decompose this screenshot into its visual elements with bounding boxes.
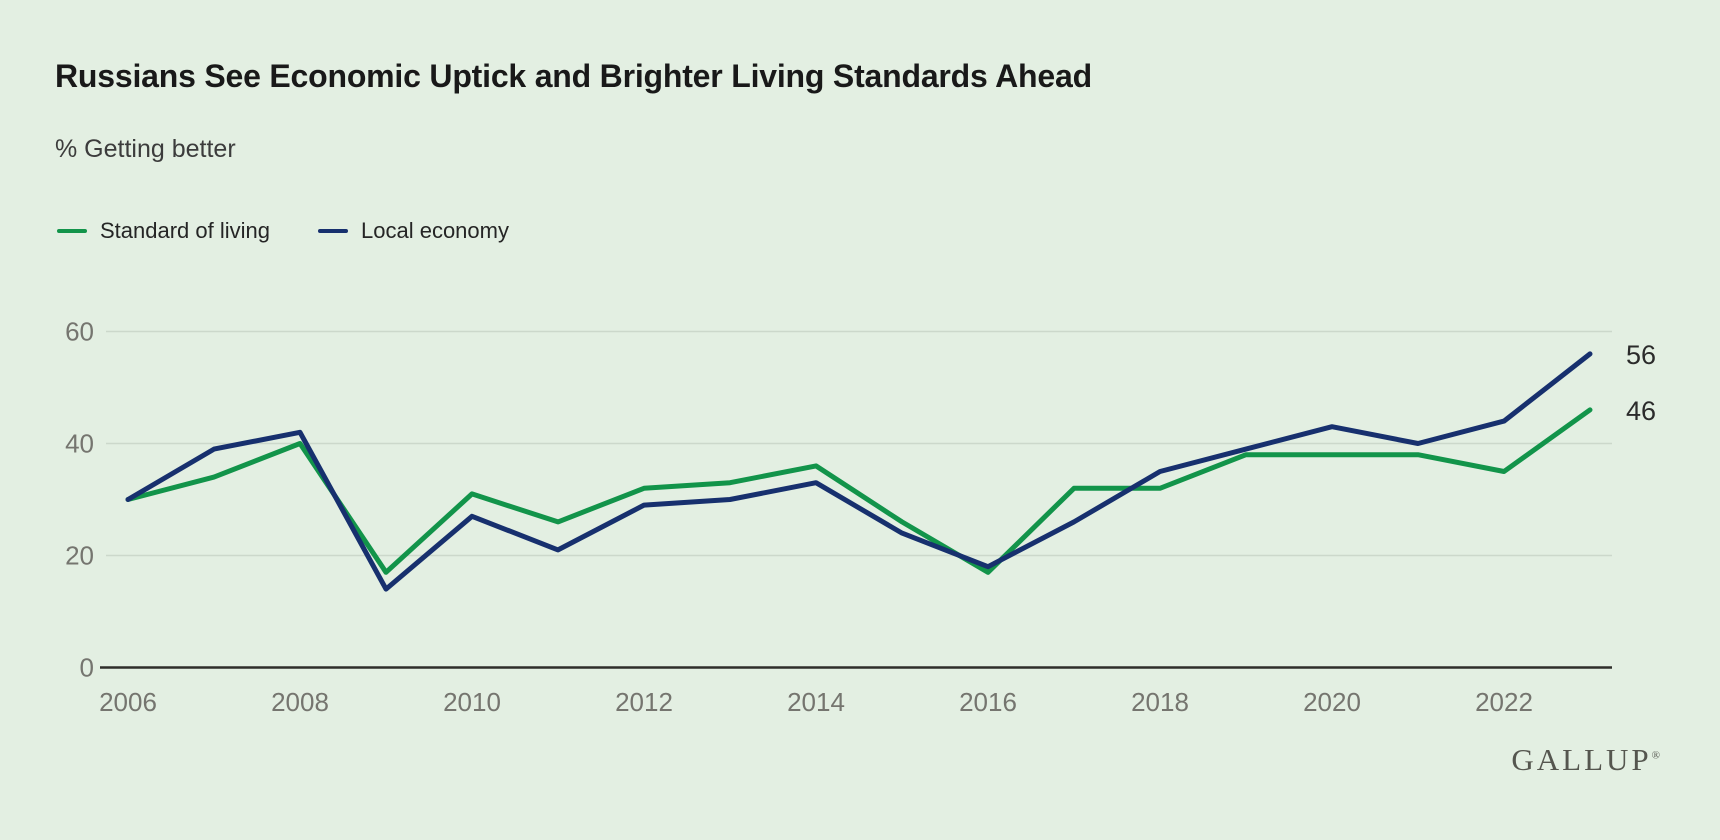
chart-title: Russians See Economic Uptick and Brighte… (55, 58, 1092, 94)
x-tick-label: 2014 (787, 687, 845, 717)
legend-label: Standard of living (100, 218, 270, 243)
series-end-label-local-economy: 56 (1626, 340, 1656, 370)
y-tick-label: 0 (80, 653, 94, 683)
gallup-logo: GALLUP® (1511, 742, 1660, 778)
legend-item-local-economy: Local economy (318, 218, 509, 244)
chart-area: 0 20 40 60 2006 2008 2010 2012 2014 2016 2018 2020 2… (0, 258, 1720, 728)
series-line-local-economy (125, 351, 1593, 592)
y-tick-label: 20 (65, 541, 94, 571)
chart-subtitle: % Getting better (55, 135, 236, 163)
y-tick-label: 60 (65, 317, 94, 347)
x-tick-label: 2012 (615, 687, 673, 717)
y-tick-label: 40 (65, 429, 94, 459)
series-end-label-standard-of-living: 46 (1626, 396, 1656, 426)
registered-mark: ® (1651, 749, 1660, 762)
x-tick-label: 2006 (99, 687, 157, 717)
x-tick-label: 2018 (1131, 687, 1189, 717)
x-tick-label: 2020 (1303, 687, 1361, 717)
legend-swatch-navy (318, 229, 348, 233)
legend-label: Local economy (361, 218, 509, 243)
x-tick-label: 2010 (443, 687, 501, 717)
chart-legend: Standard of living Local economy (57, 218, 509, 244)
line-chart: 0 20 40 60 2006 2008 2010 2012 2014 2016 2018 2020 2… (65, 317, 1656, 718)
x-tick-label: 2016 (959, 687, 1017, 717)
x-tick-label: 2022 (1475, 687, 1533, 717)
legend-item-standard-of-living: Standard of living (57, 218, 270, 244)
x-tick-label: 2008 (271, 687, 329, 717)
legend-swatch-green (57, 229, 87, 233)
series-line-standard-of-living (125, 407, 1593, 575)
gallup-logo-text: GALLUP (1511, 742, 1652, 777)
